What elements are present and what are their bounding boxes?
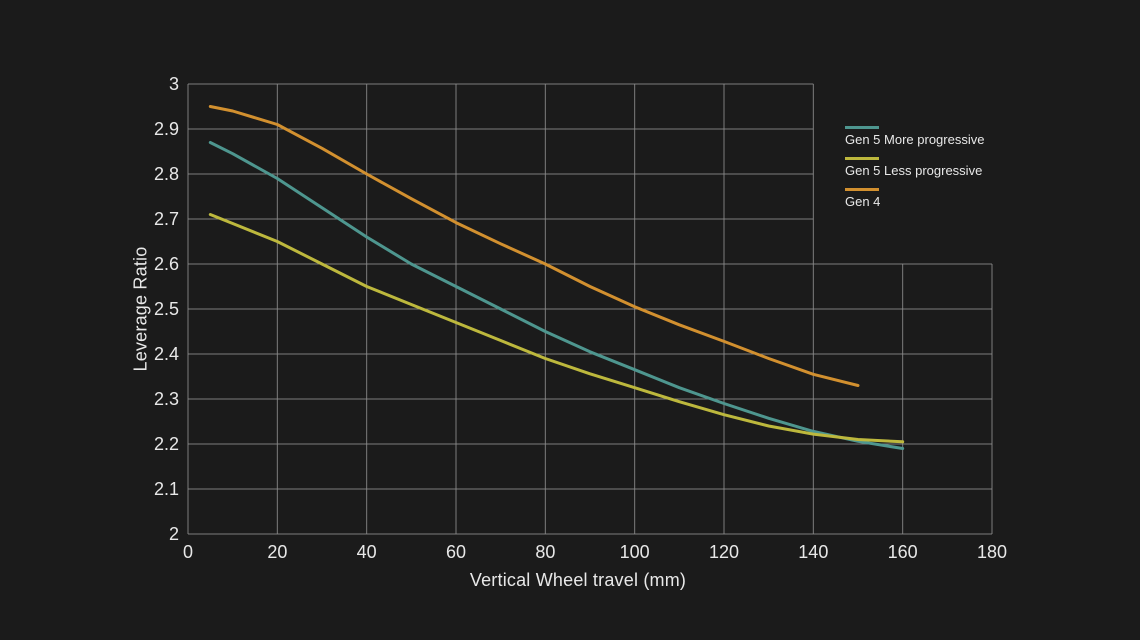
x-tick-label: 80 <box>535 542 555 562</box>
y-tick-label: 2.5 <box>154 299 179 319</box>
y-tick-label: 2.1 <box>154 479 179 499</box>
y-tick-label: 2.3 <box>154 389 179 409</box>
legend-swatch-gen5-more-progressive <box>845 126 879 129</box>
x-tick-label: 180 <box>977 542 1007 562</box>
legend-label: Gen 5 More progressive <box>845 132 985 147</box>
x-tick-label: 20 <box>267 542 287 562</box>
legend-item-gen4: Gen 4 <box>845 188 984 210</box>
x-axis-title: Vertical Wheel travel (mm) <box>469 570 687 590</box>
y-tick-label: 2.9 <box>154 119 179 139</box>
y-tick-label: 2.4 <box>154 344 179 364</box>
legend-item-gen5-less-progressive: Gen 5 Less progressive <box>845 157 984 179</box>
x-tick-label: 100 <box>620 542 650 562</box>
x-tick-label: 60 <box>446 542 466 562</box>
x-tick-label: 40 <box>357 542 377 562</box>
y-tick-label: 2.8 <box>154 164 179 184</box>
series-line-gen-5-less-progressive <box>208 213 905 444</box>
series-line-gen-5-more-progressive <box>208 141 905 450</box>
series-line-gen-4 <box>208 105 860 387</box>
legend-swatch-gen4 <box>845 188 879 191</box>
y-tick-label: 2.2 <box>154 434 179 454</box>
y-tick-label: 2.7 <box>154 209 179 229</box>
x-tick-label: 120 <box>709 542 739 562</box>
y-tick-label: 2.6 <box>154 254 179 274</box>
y-tick-label: 2 <box>169 524 179 544</box>
legend-label: Gen 4 <box>845 194 881 209</box>
x-tick-label: 0 <box>183 542 193 562</box>
legend-label: Gen 5 Less progressive <box>845 163 983 178</box>
y-tick-label: 3 <box>169 74 179 94</box>
x-tick-label: 140 <box>798 542 828 562</box>
legend-swatch-gen5-less-progressive <box>845 157 879 160</box>
y-axis-title: Leverage Ratio <box>130 246 151 372</box>
x-tick-label: 160 <box>888 542 918 562</box>
legend: Gen 5 More progressive Gen 5 Less progre… <box>845 126 984 219</box>
legend-item-gen5-more-progressive: Gen 5 More progressive <box>845 126 984 148</box>
